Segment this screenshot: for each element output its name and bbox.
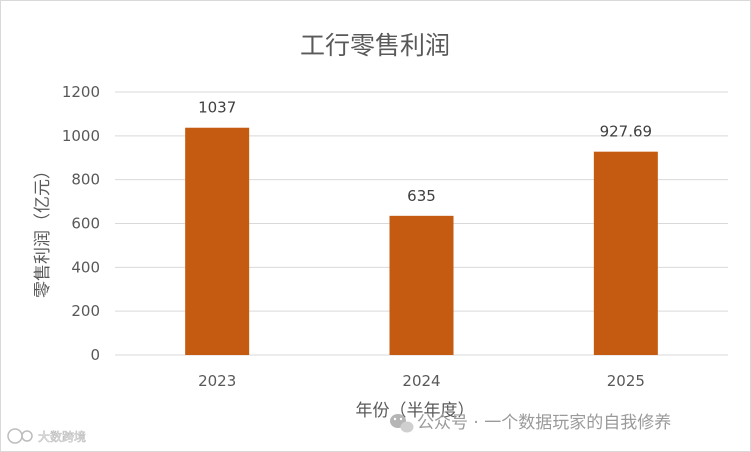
y-tick-label: 1000	[62, 127, 100, 145]
chart-title: 工行零售利润	[300, 31, 450, 60]
y-axis-title: 零售利润（亿元）	[33, 162, 53, 298]
y-tick-label: 200	[71, 302, 100, 320]
bar-2025	[593, 151, 658, 355]
watermark-text: 公众号 · 一个数据玩家的自我修养	[417, 413, 671, 433]
x-axis-ticks: 2023 2024 2025	[198, 372, 645, 390]
data-label-2024: 635	[407, 187, 436, 205]
wechat-icon	[390, 414, 414, 433]
x-axis-title: 年份（半年度）	[356, 401, 475, 421]
data-labels: 1037 635 927.69	[198, 99, 652, 205]
y-tick-label: 1200	[62, 83, 100, 101]
data-label-2023: 1037	[198, 99, 236, 117]
y-tick-label: 800	[71, 171, 100, 189]
bar-2024	[389, 215, 454, 355]
y-tick-label: 400	[71, 258, 100, 276]
bar-2023	[185, 127, 250, 355]
y-tick-label: 0	[90, 346, 100, 364]
bars	[185, 127, 658, 355]
y-axis-ticks: 0 200 400 600 800 1000 1200	[62, 83, 100, 364]
x-tick-label-2024: 2024	[402, 372, 440, 390]
x-tick-label-2025: 2025	[607, 372, 645, 390]
corner-watermark-text: 大数跨境	[38, 429, 86, 444]
corner-watermark-icon	[7, 428, 33, 444]
data-label-2025: 927.69	[600, 123, 653, 141]
x-tick-label-2023: 2023	[198, 372, 236, 390]
y-tick-label: 600	[71, 215, 100, 233]
